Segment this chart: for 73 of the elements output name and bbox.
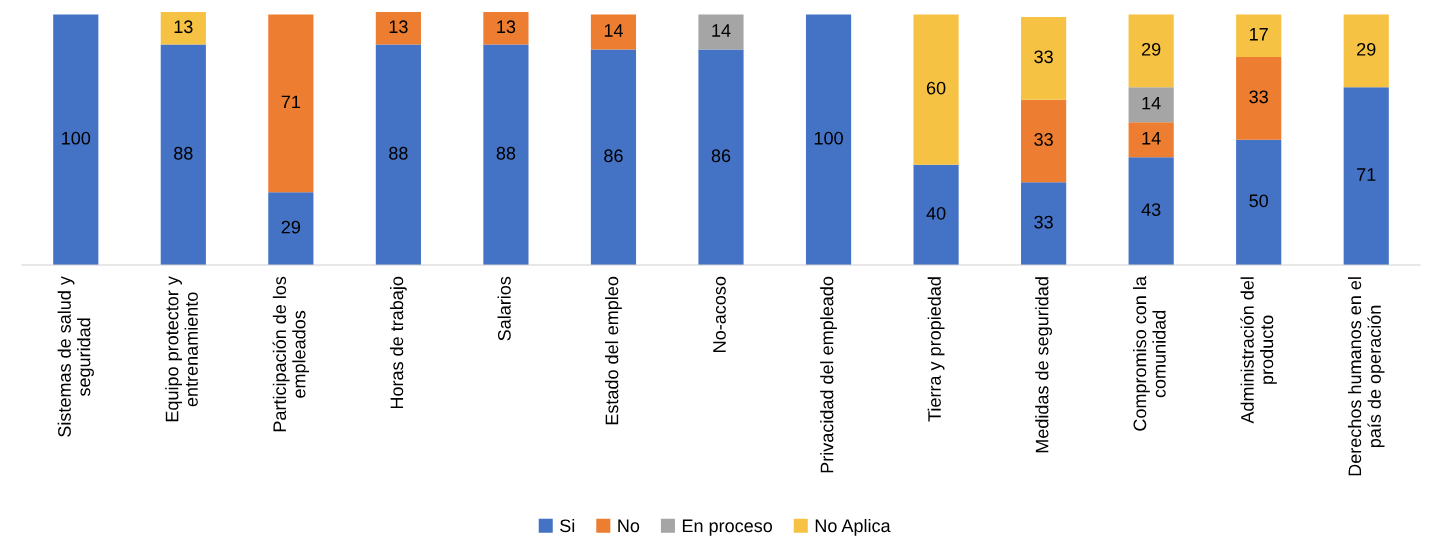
data-label: 88	[174, 146, 193, 160]
bar	[913, 14, 959, 165]
bar	[1021, 182, 1067, 265]
bar	[1236, 139, 1282, 265]
x-tick-label: Compromiso con la comunidad	[1133, 276, 1166, 431]
x-tick-label: No-acoso	[713, 276, 726, 352]
x-tick-label: Derechos humanos en el país de operación	[1347, 277, 1385, 476]
data-label: 13	[389, 20, 408, 34]
x-tick-label: Tierra y propiedad	[927, 277, 945, 422]
bar	[483, 12, 529, 45]
bar	[1236, 57, 1282, 140]
bar	[590, 49, 637, 265]
data-label: 29	[1357, 42, 1376, 56]
data-label: 33	[1034, 215, 1053, 229]
data-label: 100	[814, 131, 843, 145]
bar	[160, 44, 206, 265]
bar	[160, 12, 206, 45]
data-label: 88	[389, 146, 408, 160]
data-label: 13	[174, 20, 193, 34]
bar	[698, 14, 744, 50]
data-label: 29	[1142, 42, 1161, 56]
bar	[268, 192, 314, 265]
x-tick-label: Administración del producto	[1240, 277, 1277, 424]
bar	[1236, 14, 1282, 58]
bar	[1128, 157, 1174, 265]
x-tick-label: Equipo protector y entrenamiento	[165, 276, 198, 422]
data-label: 17	[1250, 28, 1268, 41]
data-label: 71	[281, 95, 301, 109]
bar	[375, 44, 421, 265]
x-tick-label: Estado del empleo	[605, 276, 622, 425]
data-label: 86	[711, 149, 731, 163]
legend-label: No Aplica	[815, 518, 891, 536]
data-label: 33	[1249, 90, 1268, 104]
bar	[805, 14, 852, 265]
data-label: 14	[604, 24, 623, 37]
bar	[1343, 87, 1389, 265]
legend-label: Si	[560, 518, 575, 533]
data-label: 14	[1142, 132, 1161, 145]
x-tick-label: Horas de trabajo	[389, 276, 407, 409]
data-label: 50	[1249, 194, 1269, 208]
data-label: 13	[497, 20, 516, 34]
data-label: 40	[926, 206, 946, 220]
data-label: 60	[926, 81, 946, 95]
x-tick-label: Privacidad del empleado	[820, 276, 837, 473]
data-label: 100	[62, 131, 91, 145]
bar	[590, 14, 637, 50]
data-label: 14	[712, 24, 731, 37]
bar	[913, 164, 959, 265]
bar	[1021, 17, 1067, 100]
x-tick-label: Medidas de seguridad	[1035, 277, 1053, 453]
data-label: 29	[281, 220, 301, 234]
bar	[268, 14, 314, 193]
data-label: 14	[1142, 96, 1161, 110]
bar	[1343, 14, 1389, 88]
bar	[53, 14, 99, 265]
bar	[1128, 122, 1174, 158]
data-label: 88	[496, 146, 516, 160]
legend-label: No	[618, 519, 640, 533]
data-label: 86	[604, 149, 623, 163]
bar	[698, 49, 744, 265]
legend-label: En proceso	[682, 519, 773, 536]
data-label: 33	[1034, 50, 1053, 64]
data-label: 71	[1357, 168, 1376, 181]
x-tick-label: Sistemas de salud y seguridad	[57, 276, 94, 437]
bar	[1128, 87, 1174, 123]
bar	[483, 44, 529, 265]
x-tick-label: Salarios	[497, 276, 511, 341]
bar	[1021, 99, 1067, 183]
data-label: 33	[1034, 133, 1053, 146]
bar	[1128, 14, 1174, 88]
bar	[375, 12, 421, 45]
x-tick-label: Participación de los empleados	[272, 276, 310, 432]
data-label: 43	[1141, 203, 1161, 216]
